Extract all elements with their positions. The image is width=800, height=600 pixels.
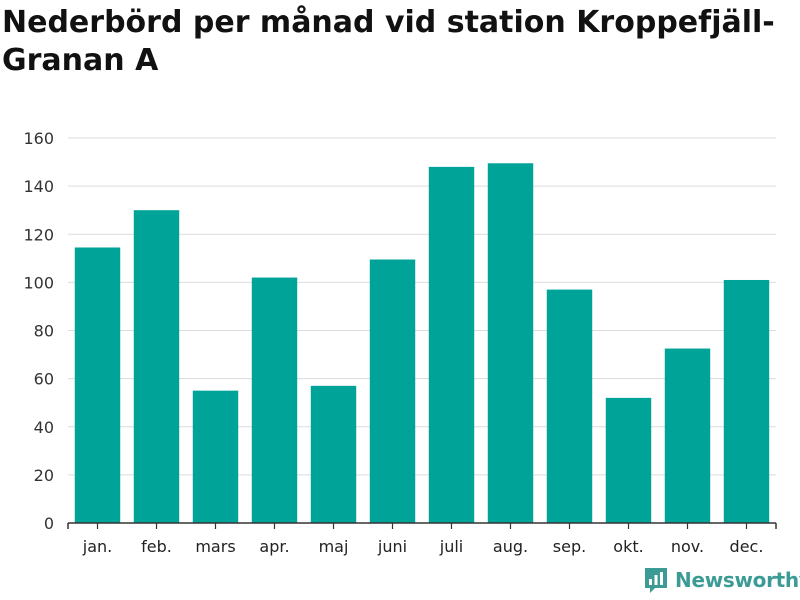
newsworthy-logo-icon <box>645 568 667 593</box>
bars <box>74 163 770 523</box>
gridlines <box>68 137 776 476</box>
bar-apr <box>251 277 298 523</box>
brand-name: Newsworthy <box>675 568 800 592</box>
y-tick-label: 80 <box>34 322 54 341</box>
bar-juni <box>369 259 416 523</box>
x-axis <box>67 522 777 529</box>
bar-mars <box>192 390 239 523</box>
y-tick-label: 0 <box>44 514 54 533</box>
x-tick-label: aug. <box>493 537 528 556</box>
x-axis-labels: jan. feb. mars apr. maj juni juli aug. sep. okt. n… <box>82 537 764 556</box>
x-tick-label: sep. <box>553 537 586 556</box>
bar-sep <box>546 289 593 523</box>
x-tick-label: mars <box>195 537 235 556</box>
y-tick-label: 60 <box>34 370 54 389</box>
x-tick-label: feb. <box>141 537 172 556</box>
x-tick-label: jan. <box>82 537 112 556</box>
y-tick-label: 20 <box>34 466 54 485</box>
bar-okt <box>605 397 652 523</box>
bar-dec <box>723 279 770 523</box>
x-tick-label: juli <box>439 537 463 556</box>
bar-maj <box>310 385 357 523</box>
brand-logo: Newsworthy <box>643 566 800 594</box>
bar-juli <box>428 166 475 523</box>
x-tick-label: maj <box>319 537 349 556</box>
y-tick-label: 140 <box>23 177 54 196</box>
y-tick-label: 160 <box>23 129 54 148</box>
y-tick-label: 120 <box>23 225 54 244</box>
x-tick-label: okt. <box>613 537 643 556</box>
x-tick-label: juni <box>377 537 407 556</box>
x-tick-label: nov. <box>671 537 704 556</box>
y-tick-label: 40 <box>34 418 54 437</box>
x-tick-label: apr. <box>259 537 289 556</box>
bar-feb <box>133 210 180 523</box>
x-tick-label: dec. <box>730 537 764 556</box>
bar-aug <box>487 163 534 523</box>
bar-nov <box>664 348 711 523</box>
bar-jan <box>74 247 121 523</box>
y-tick-label: 100 <box>23 273 54 292</box>
y-axis-ticks: 0 20 40 60 80 100 120 140 160 <box>23 129 54 533</box>
chart-title: Nederbörd per månad vid station Kroppefj… <box>2 5 775 78</box>
